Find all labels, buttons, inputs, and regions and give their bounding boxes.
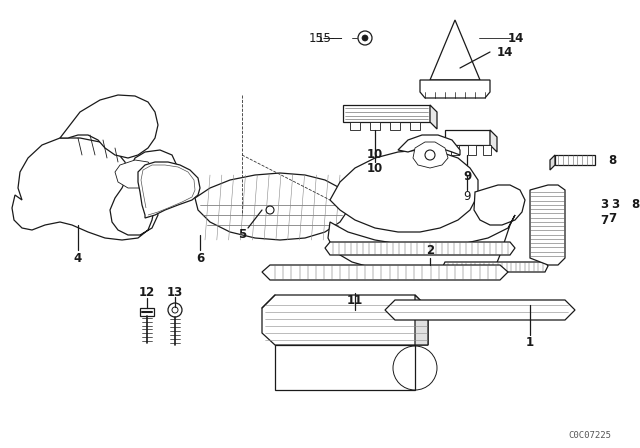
Text: 10: 10 bbox=[367, 148, 383, 161]
Polygon shape bbox=[138, 162, 200, 218]
Polygon shape bbox=[483, 145, 491, 155]
Polygon shape bbox=[530, 185, 565, 265]
Polygon shape bbox=[420, 80, 490, 98]
Polygon shape bbox=[555, 155, 595, 165]
Polygon shape bbox=[325, 242, 515, 255]
Polygon shape bbox=[390, 122, 400, 130]
Polygon shape bbox=[140, 308, 154, 316]
Text: 10: 10 bbox=[367, 163, 383, 176]
Text: 4: 4 bbox=[74, 251, 82, 264]
Polygon shape bbox=[410, 122, 420, 130]
Text: 3: 3 bbox=[600, 198, 608, 211]
Polygon shape bbox=[442, 262, 548, 272]
Text: 1: 1 bbox=[526, 336, 534, 349]
Text: 7: 7 bbox=[608, 211, 616, 224]
Circle shape bbox=[168, 303, 182, 317]
Text: 9: 9 bbox=[463, 190, 471, 203]
Circle shape bbox=[358, 31, 372, 45]
Text: 7: 7 bbox=[600, 214, 608, 227]
Polygon shape bbox=[468, 145, 476, 155]
Polygon shape bbox=[490, 130, 497, 152]
Text: 12: 12 bbox=[139, 287, 155, 300]
Circle shape bbox=[362, 35, 368, 41]
Polygon shape bbox=[12, 138, 178, 240]
Text: 14: 14 bbox=[508, 31, 524, 44]
Polygon shape bbox=[262, 295, 428, 345]
Polygon shape bbox=[275, 345, 415, 390]
Text: 15—: 15— bbox=[308, 31, 335, 44]
Text: 5: 5 bbox=[238, 228, 246, 241]
Text: 2: 2 bbox=[426, 244, 434, 257]
Text: 9: 9 bbox=[463, 171, 471, 184]
Polygon shape bbox=[413, 142, 448, 168]
Circle shape bbox=[172, 307, 178, 313]
Polygon shape bbox=[350, 122, 360, 130]
Polygon shape bbox=[195, 173, 348, 240]
Text: 13: 13 bbox=[167, 285, 183, 298]
Polygon shape bbox=[398, 135, 460, 155]
Polygon shape bbox=[343, 105, 430, 122]
Text: 8: 8 bbox=[608, 154, 616, 167]
Polygon shape bbox=[550, 155, 555, 170]
Polygon shape bbox=[430, 105, 437, 129]
Polygon shape bbox=[445, 130, 490, 145]
Polygon shape bbox=[415, 295, 428, 345]
Polygon shape bbox=[262, 265, 508, 280]
Text: 3: 3 bbox=[611, 198, 619, 211]
Polygon shape bbox=[385, 300, 575, 320]
Polygon shape bbox=[328, 215, 515, 272]
Polygon shape bbox=[370, 122, 380, 130]
Polygon shape bbox=[60, 95, 158, 158]
Polygon shape bbox=[451, 145, 459, 155]
Polygon shape bbox=[330, 150, 478, 232]
Polygon shape bbox=[115, 160, 155, 188]
Text: C0C07225: C0C07225 bbox=[568, 431, 611, 439]
Text: 15—: 15— bbox=[317, 31, 343, 44]
Text: 8: 8 bbox=[631, 198, 639, 211]
Text: 14: 14 bbox=[497, 46, 513, 59]
Text: 6: 6 bbox=[196, 251, 204, 264]
Polygon shape bbox=[430, 20, 480, 80]
Text: 11: 11 bbox=[347, 293, 363, 306]
Polygon shape bbox=[474, 185, 525, 225]
